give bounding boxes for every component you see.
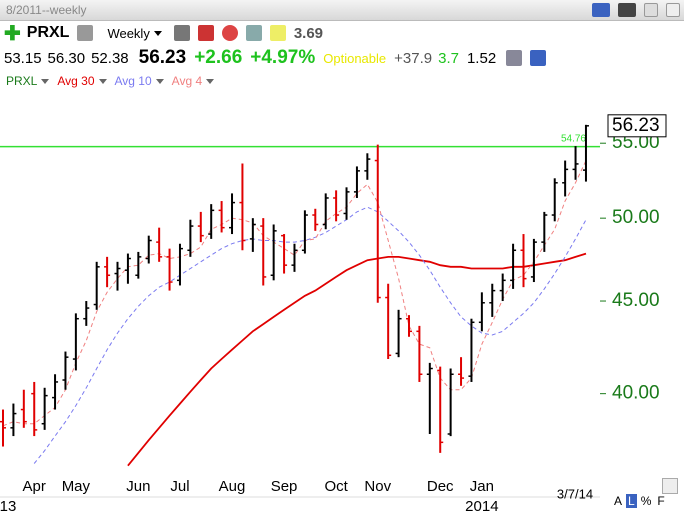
change-pct: +4.97% bbox=[250, 47, 316, 68]
edit-icon[interactable] bbox=[662, 478, 678, 494]
footer-button[interactable]: % bbox=[640, 494, 652, 508]
s-button[interactable] bbox=[592, 3, 610, 17]
y-tick-label: 45.00 bbox=[612, 290, 660, 311]
x-tick-label: Dec bbox=[427, 478, 454, 495]
moving-average bbox=[127, 252, 587, 467]
close[interactable] bbox=[666, 3, 680, 17]
change: +2.66 bbox=[194, 47, 243, 68]
symbol[interactable]: PRXL bbox=[26, 24, 70, 41]
period[interactable]: Weekly bbox=[107, 25, 150, 41]
legend-dropdown[interactable] bbox=[206, 78, 215, 84]
moving-average bbox=[33, 206, 587, 464]
x-tick-label: May bbox=[62, 478, 91, 495]
y-tick-label: 50.00 bbox=[612, 207, 660, 228]
footer-button[interactable]: L bbox=[626, 494, 637, 508]
chart-icon[interactable] bbox=[197, 25, 214, 41]
period-dropdown[interactable] bbox=[153, 30, 162, 36]
last: 56.23 bbox=[138, 47, 187, 68]
moving-average bbox=[2, 160, 587, 427]
x-tick-label: Oct bbox=[324, 478, 348, 495]
window-title: 8/2011--weekly bbox=[6, 3, 87, 17]
x-year-label: 13 bbox=[0, 498, 16, 515]
footer-button[interactable]: F bbox=[657, 494, 665, 508]
add-button[interactable]: ✚ bbox=[4, 22, 21, 45]
optionable: Optionable bbox=[323, 50, 387, 66]
minimize[interactable] bbox=[644, 3, 658, 17]
footer-button[interactable]: A bbox=[614, 494, 623, 508]
grid-icon[interactable] bbox=[245, 25, 262, 41]
db-icon[interactable] bbox=[506, 50, 523, 66]
stat: 1.52 bbox=[466, 49, 497, 67]
x-tick-label: Apr bbox=[23, 478, 46, 495]
legend-dropdown[interactable] bbox=[41, 78, 50, 84]
x-tick-label: Jan bbox=[470, 478, 494, 495]
legend-item: PRXL bbox=[6, 74, 38, 88]
x-tick-label: Sep bbox=[271, 478, 298, 495]
save-icon[interactable] bbox=[530, 50, 547, 66]
legend-item: Avg 10 bbox=[114, 74, 152, 88]
legend-item: Avg 4 bbox=[171, 74, 203, 88]
alarm-icon[interactable] bbox=[221, 25, 238, 41]
note-icon[interactable] bbox=[269, 25, 286, 41]
last-price-box bbox=[607, 114, 667, 138]
tools-icon[interactable] bbox=[173, 25, 190, 41]
footer-buttons: A L% F bbox=[612, 494, 669, 508]
legend: PRXL Avg 30 Avg 10 Avg 4 bbox=[0, 71, 684, 91]
open: 53.15 bbox=[4, 49, 42, 67]
x-tick-label: Jun bbox=[126, 478, 150, 495]
chart: 40.00 45.00 50.00 55.00 54.76 56.23 Apr May Jun J… bbox=[0, 114, 667, 515]
last-price-label: 56.23 bbox=[612, 115, 660, 136]
stat: 3.7 bbox=[438, 49, 459, 67]
y-tick-label: 40.00 bbox=[612, 383, 660, 404]
toolbar: ✚ PRXL Weekly 3.69 bbox=[0, 21, 684, 45]
number: 3.69 bbox=[293, 24, 324, 42]
legend-dropdown[interactable] bbox=[98, 78, 107, 84]
stat: +37.9 bbox=[394, 49, 433, 67]
print-icon[interactable] bbox=[77, 25, 94, 41]
legend-dropdown[interactable] bbox=[155, 78, 164, 84]
y-tick-label: 55.00 bbox=[612, 132, 660, 153]
x-tick-label: Nov bbox=[364, 478, 391, 495]
t-button[interactable] bbox=[618, 3, 636, 17]
legend-item: Avg 30 bbox=[57, 74, 95, 88]
high: 56.30 bbox=[47, 49, 86, 67]
x-tick-label: Aug bbox=[219, 478, 246, 495]
hline-label: 54.76 bbox=[561, 133, 586, 144]
low: 52.38 bbox=[91, 49, 129, 67]
title-bar: 8/2011--weekly bbox=[0, 0, 684, 21]
x-year-label: 2014 bbox=[465, 498, 498, 515]
footer-date: 3/7/14 bbox=[557, 486, 593, 501]
x-tick-label: Jul bbox=[170, 478, 189, 495]
quote-bar: 53.15 56.30 52.38 56.23 +2.66 +4.97% Opt… bbox=[0, 45, 684, 71]
